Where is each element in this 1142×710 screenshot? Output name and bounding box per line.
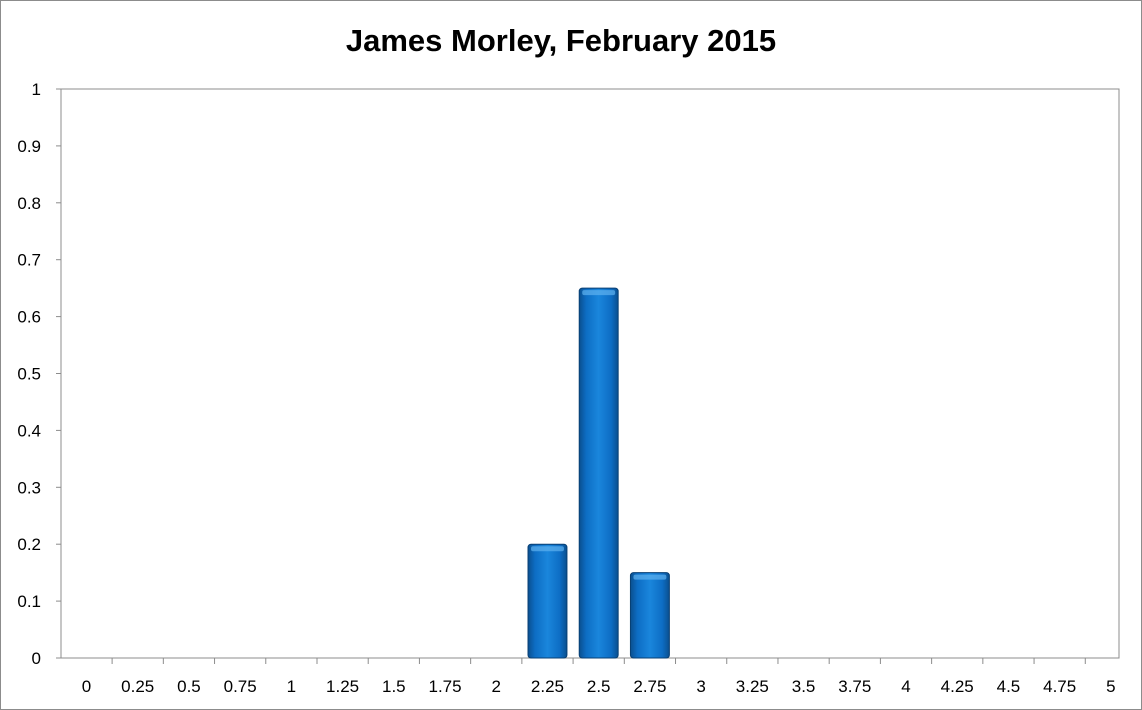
x-tick-label: 2.5	[587, 677, 611, 696]
y-tick-label: 1	[32, 80, 41, 99]
bar	[527, 543, 568, 659]
bar-highlight	[633, 574, 667, 580]
x-tick-label: 1.5	[382, 677, 406, 696]
x-tick-label: 3.25	[736, 677, 769, 696]
x-tick-label: 5	[1106, 677, 1115, 696]
bar-highlight	[582, 290, 616, 296]
x-tick-label: 3	[696, 677, 705, 696]
y-axis-ticks: 0 0.1 0.2 0.3 0.4 0.5 0.6 0.7 0.8 0.9 1	[17, 80, 61, 668]
y-tick-label: 0.3	[17, 478, 41, 497]
x-tick-label: 1	[287, 677, 296, 696]
bar	[629, 572, 670, 659]
y-tick-label: 0.8	[17, 194, 41, 213]
y-tick-label: 0.4	[17, 421, 41, 440]
x-tick-label: 3.5	[792, 677, 816, 696]
x-tick-label: 1.75	[428, 677, 461, 696]
x-tick-label: 0.75	[224, 677, 257, 696]
x-tick-label: 0	[82, 677, 91, 696]
y-tick-label: 0.9	[17, 137, 41, 156]
bar	[578, 287, 619, 659]
y-tick-label: 0.2	[17, 535, 41, 554]
x-tick-label: 3.75	[838, 677, 871, 696]
y-tick-label: 0.6	[17, 308, 41, 327]
bar-highlight	[531, 546, 564, 552]
x-tick-label: 4.75	[1043, 677, 1076, 696]
x-tick-label: 2.75	[633, 677, 666, 696]
x-tick-label: 2	[492, 677, 501, 696]
y-tick-label: 0.5	[17, 365, 41, 384]
x-tick-label: 0.5	[177, 677, 201, 696]
x-tick-label: 1.25	[326, 677, 359, 696]
x-tick-label: 4.25	[941, 677, 974, 696]
y-tick-label: 0.7	[17, 251, 41, 270]
y-tick-label: 0	[32, 649, 41, 668]
x-tick-label: 2.25	[531, 677, 564, 696]
x-tick-label: 0.25	[121, 677, 154, 696]
x-tick-label: 4	[901, 677, 910, 696]
x-axis-ticks: 0 0.25 0.5 0.75 1 1.25 1.5 1.75 2 2.25 2.5 2.75 3 3.2…	[82, 658, 1116, 696]
y-tick-label: 0.1	[17, 592, 41, 611]
chart-title: James Morley, February 2015	[346, 23, 776, 58]
x-tick-label: 4.5	[997, 677, 1021, 696]
bars-group	[527, 287, 670, 659]
